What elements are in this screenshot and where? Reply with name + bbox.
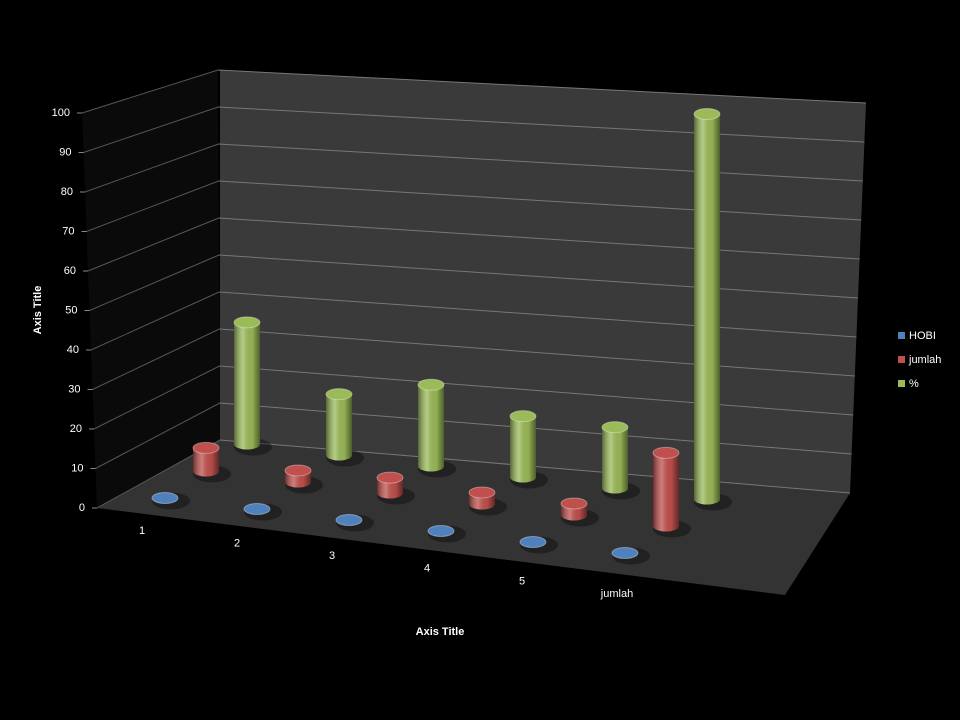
x-tick-label: 4 xyxy=(424,563,430,575)
y-tick-label: 90 xyxy=(59,146,71,158)
grid-line xyxy=(81,69,219,114)
x-tick-label: 3 xyxy=(329,550,335,562)
cylinder-top xyxy=(417,378,445,391)
y-tick-label: 20 xyxy=(70,423,82,435)
grid-line xyxy=(87,217,219,272)
grid-line xyxy=(84,143,219,193)
cylinder-shading xyxy=(602,427,628,494)
cylinder-top xyxy=(233,316,261,329)
grid-line xyxy=(92,328,220,390)
y-tick-label: 0 xyxy=(79,502,85,514)
x-tick-label: 5 xyxy=(519,575,525,587)
grid-line xyxy=(93,365,220,430)
grid-line xyxy=(83,106,219,153)
cylinder-top xyxy=(560,497,588,510)
grid-line xyxy=(218,106,865,143)
y-tick-label: 10 xyxy=(71,462,83,474)
y-tick-label: 50 xyxy=(65,304,77,316)
grid-line xyxy=(219,365,854,416)
legend-label: HOBI xyxy=(909,330,936,342)
cylinder-top xyxy=(151,492,179,504)
y-tick-label: 60 xyxy=(64,265,76,277)
y-tick-label: 40 xyxy=(67,344,79,356)
cylinder-top xyxy=(693,108,721,120)
grid-line xyxy=(89,254,220,311)
cylinder-shading xyxy=(377,477,403,499)
cylinder-shading xyxy=(653,452,679,532)
cylinder-top xyxy=(519,536,547,548)
cylinder-shading xyxy=(326,394,352,461)
x-axis-title: Axis Title xyxy=(416,626,465,638)
x-tick-label: jumlah xyxy=(600,588,633,600)
cylinder-shading xyxy=(510,416,536,483)
legend-swatch xyxy=(898,332,905,339)
cylinder-shading xyxy=(694,114,720,505)
cylinder-top xyxy=(335,514,363,526)
cylinder-shading xyxy=(193,447,219,477)
legend-swatch xyxy=(898,356,905,363)
cylinder-shading xyxy=(418,384,444,472)
cylinder-top xyxy=(243,503,271,515)
y-tick-label: 30 xyxy=(68,383,80,395)
cylinder-top xyxy=(192,441,220,454)
cylinder-top xyxy=(652,446,680,459)
grid-line xyxy=(218,143,863,182)
grid-line xyxy=(217,69,867,104)
legend-swatch xyxy=(898,380,905,387)
grid-line xyxy=(90,291,220,351)
cylinder-top xyxy=(427,525,455,537)
grid-line xyxy=(218,180,862,221)
plot: 0 10 20 30 40 50 60 70 80 90 100 1 2 3 4 5 jumlah HOBI jum… xyxy=(52,69,941,600)
x-tick-label: 1 xyxy=(139,525,145,537)
grid-line xyxy=(218,217,860,260)
grid-line xyxy=(86,180,219,232)
cylinder-top xyxy=(509,410,537,423)
cylinder-top xyxy=(325,388,353,401)
cylinder-top xyxy=(601,421,629,434)
cylinder-top xyxy=(376,471,404,484)
x-tick-label: 2 xyxy=(234,538,240,550)
legend-label: jumlah xyxy=(908,354,941,366)
side-wall xyxy=(82,70,220,508)
y-tick-label: 80 xyxy=(61,186,73,198)
y-tick-label: 70 xyxy=(62,225,74,237)
cylinder-top xyxy=(468,486,496,499)
y-tick-label: 100 xyxy=(52,107,70,119)
grid-line xyxy=(219,291,857,338)
cylinder-top xyxy=(611,547,639,559)
legend-label: % xyxy=(909,378,919,390)
grid-line xyxy=(218,254,859,299)
cylinder-top xyxy=(284,464,312,477)
grid-line xyxy=(95,402,221,469)
y-axis-title: Axis Title xyxy=(32,286,44,335)
cylinder-shading xyxy=(234,322,260,450)
grid-line xyxy=(219,328,855,377)
